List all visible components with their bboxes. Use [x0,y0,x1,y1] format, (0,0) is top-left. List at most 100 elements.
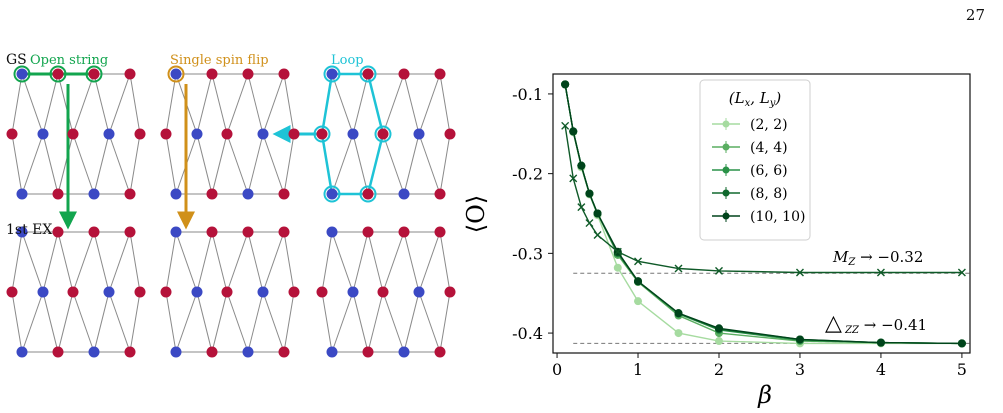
data-point [795,335,804,344]
lattice-site [444,286,456,298]
lattice-site [444,128,456,140]
data-point [957,268,966,277]
lattice-site [134,286,146,298]
y-tick-label: -0.3 [512,244,543,263]
lattice-site [316,286,328,298]
lattice-site [88,188,100,200]
spin-flip-label: Single spin flip [170,53,269,68]
lattice-site [434,188,446,200]
spin-flip-site-ring [167,65,185,83]
data-point [561,80,570,89]
legend-entry: (4, 4) [750,140,788,156]
y-tick-label: -0.1 [512,85,543,104]
data-point [593,231,602,240]
lattice-site [124,226,136,238]
lattice-site [124,346,136,358]
data-point [674,264,683,273]
data-point [674,329,683,338]
loop-label: Loop [331,53,364,68]
lattice-site [326,346,338,358]
lattice-site [6,128,18,140]
data-point [634,257,643,266]
lattice-site [160,128,172,140]
x-tick-label: 5 [957,360,967,379]
lattice-site [377,128,389,140]
data-point [613,263,622,272]
lattice-site [434,346,446,358]
lattice-site [362,226,374,238]
plot-frame [552,73,971,354]
lattice-site [347,128,359,140]
y-tick-label: -0.2 [512,165,543,184]
x-tick-label: 3 [795,360,805,379]
lattice-site [398,346,410,358]
lattice-site [52,188,64,200]
lattice-site [242,226,254,238]
data-point [569,127,578,136]
y-tick-label: -0.4 [512,324,543,343]
data-point [876,268,885,277]
lattice-site [88,226,100,238]
lattice-site [37,128,49,140]
lattice-site [124,68,136,80]
data-point [876,338,885,347]
lattice-site [362,346,374,358]
lattice-site [170,226,182,238]
lattice-site [88,346,100,358]
lattice-site [170,68,182,80]
lattice-site [52,68,64,80]
lattice-site [16,68,28,80]
lattice-sites [6,68,456,358]
lattice-site [434,226,446,238]
data-point [577,203,586,212]
data-point [634,297,643,306]
lattice-site [288,128,300,140]
lattice-site [52,346,64,358]
lattice-site [413,286,425,298]
lattice-site [103,128,115,140]
lattice-site [398,68,410,80]
lattice-site [103,286,115,298]
lattice-site [170,188,182,200]
svg-text:△ ZZ → −0.41: △ ZZ → −0.41 [825,311,927,336]
lattice-site [67,128,79,140]
lattice-site [221,128,233,140]
data-point [674,309,683,318]
legend-entry: (6, 6) [750,163,788,179]
lattice-site [278,188,290,200]
lattice-site [206,226,218,238]
lattice-site [242,68,254,80]
lattice-site [37,286,49,298]
series-line [564,84,962,345]
lattice-site [206,346,218,358]
x-tick-label: 2 [714,360,724,379]
legend-title: (Lx, Ly) [729,89,782,109]
data-point [714,324,723,333]
lattice-site [398,188,410,200]
lattice-site [347,286,359,298]
lattice-site [257,286,269,298]
x-tick-label: 1 [633,360,643,379]
lattice-site [434,68,446,80]
lattice-site [52,226,64,238]
lattice-site [206,68,218,80]
x-axis-label: β [757,381,772,409]
mz-annotation: MZ → −0.32 [832,248,923,268]
lattice-site [221,286,233,298]
lattice-site [288,286,300,298]
lattice-site [326,226,338,238]
lattice-site [16,188,28,200]
lattice-site [191,286,203,298]
data-point [585,219,594,228]
lattice-site [362,68,374,80]
lattice-site [16,226,28,238]
data-point [957,339,966,348]
lattice-site [88,68,100,80]
lattice-diagram: GS 1st EX Open string Single spin flip L… [6,52,456,358]
svg-text:MZ → −0.32: MZ → −0.32 [832,248,923,268]
y-axis-label: ⟨O⟩ [462,195,490,233]
ticks-layer: 0 1 2 3 4 5 -0.1 -0.2 -0.3 -0.4 [512,85,967,379]
lattice-site [16,346,28,358]
legend-entry: (10, 10) [750,209,805,225]
open-string-label: Open string [30,53,108,68]
